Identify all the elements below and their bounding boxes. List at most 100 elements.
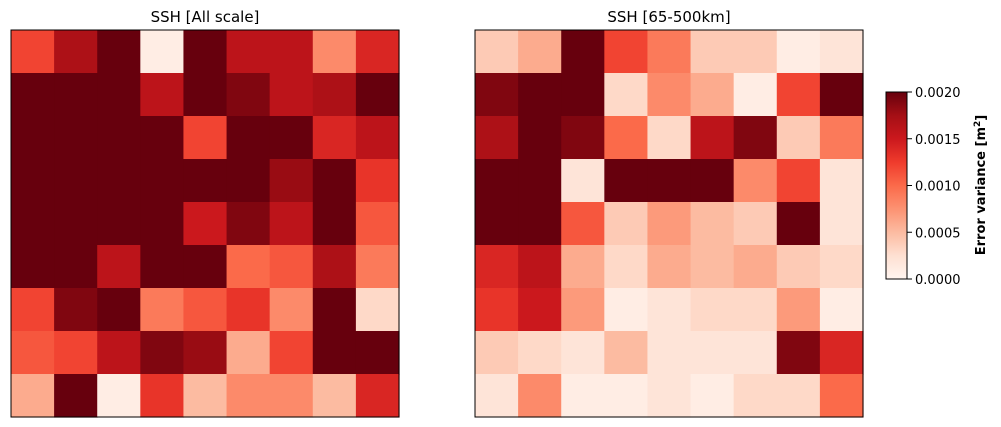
heatmap-cell-all-scale-r3-c7 — [313, 159, 357, 203]
heatmap-cell-65-500km-r1-c4 — [647, 73, 691, 117]
colorbar-label: Error variance [m2] — [973, 115, 989, 255]
heatmap-cell-65-500km-r5-c4 — [647, 245, 691, 289]
heatmap-cell-65-500km-r3-c8 — [820, 159, 864, 203]
heatmap-cell-65-500km-r1-c6 — [734, 73, 778, 117]
heatmap-cell-65-500km-r4-c1 — [518, 202, 562, 246]
heatmap-cell-65-500km-r1-c2 — [561, 73, 605, 117]
heatmap-cell-all-scale-r5-c0 — [11, 245, 55, 289]
heatmap-cell-all-scale-r1-c4 — [183, 73, 227, 117]
heatmap-cell-65-500km-r0-c0 — [475, 30, 519, 74]
heatmap-cell-65-500km-r3-c4 — [647, 159, 691, 203]
heatmap-cells-65-500km — [475, 30, 864, 418]
heatmap-cell-65-500km-r8-c2 — [561, 374, 605, 418]
heatmap-cell-all-scale-r1-c8 — [356, 73, 400, 117]
panel-title-65-500km: SSH [65-500km] — [607, 8, 730, 26]
heatmap-cell-all-scale-r2-c6 — [270, 116, 314, 160]
heatmap-cell-65-500km-r0-c8 — [820, 30, 864, 74]
colorbar-tick-label: 0.0000 — [915, 273, 961, 288]
heatmap-cell-all-scale-r6-c7 — [313, 288, 357, 332]
heatmap-cell-65-500km-r4-c5 — [691, 202, 735, 246]
heatmap-cell-65-500km-r0-c3 — [604, 30, 648, 74]
heatmap-cell-65-500km-r2-c7 — [777, 116, 821, 160]
heatmap-cell-all-scale-r6-c0 — [11, 288, 55, 332]
heatmap-cell-65-500km-r8-c3 — [604, 374, 648, 418]
colorbar-tick-label: 0.0010 — [915, 180, 961, 195]
heatmap-cell-65-500km-r8-c6 — [734, 374, 778, 418]
heatmap-cell-all-scale-r4-c5 — [227, 202, 271, 246]
heatmap-cell-65-500km-r0-c6 — [734, 30, 778, 74]
heatmap-cell-all-scale-r6-c5 — [227, 288, 271, 332]
heatmap-cell-all-scale-r0-c0 — [11, 30, 55, 74]
heatmap-cell-all-scale-r6-c1 — [54, 288, 98, 332]
heatmap-cell-65-500km-r6-c8 — [820, 288, 864, 332]
heatmap-cell-65-500km-r0-c2 — [561, 30, 605, 74]
heatmap-cell-all-scale-r7-c8 — [356, 331, 400, 375]
heatmap-cell-65-500km-r8-c5 — [691, 374, 735, 418]
heatmap-cell-all-scale-r4-c2 — [97, 202, 141, 246]
heatmap-cell-65-500km-r5-c0 — [475, 245, 519, 289]
heatmap-cell-all-scale-r5-c1 — [54, 245, 98, 289]
heatmap-cell-65-500km-r3-c5 — [691, 159, 735, 203]
heatmap-cell-65-500km-r3-c7 — [777, 159, 821, 203]
heatmap-cell-all-scale-r8-c6 — [270, 374, 314, 418]
heatmap-cell-65-500km-r7-c7 — [777, 331, 821, 375]
heatmap-cell-all-scale-r8-c0 — [11, 374, 55, 418]
heatmap-panel-65-500km: SSH [65-500km] — [475, 8, 864, 418]
panel-title-all-scale: SSH [All scale] — [151, 8, 260, 26]
heatmap-cell-65-500km-r7-c0 — [475, 331, 519, 375]
heatmap-cell-all-scale-r3-c4 — [183, 159, 227, 203]
heatmap-cell-all-scale-r0-c6 — [270, 30, 314, 74]
heatmap-cell-all-scale-r6-c3 — [140, 288, 184, 332]
heatmap-cell-65-500km-r2-c6 — [734, 116, 778, 160]
heatmap-cell-all-scale-r1-c2 — [97, 73, 141, 117]
heatmap-cell-all-scale-r5-c2 — [97, 245, 141, 289]
heatmap-cell-all-scale-r4-c3 — [140, 202, 184, 246]
heatmap-cell-all-scale-r7-c2 — [97, 331, 141, 375]
heatmap-cell-65-500km-r2-c1 — [518, 116, 562, 160]
heatmap-cell-all-scale-r8-c7 — [313, 374, 357, 418]
heatmap-cell-all-scale-r6-c4 — [183, 288, 227, 332]
heatmap-cell-65-500km-r6-c2 — [561, 288, 605, 332]
heatmap-cell-all-scale-r2-c1 — [54, 116, 98, 160]
heatmap-cell-65-500km-r4-c0 — [475, 202, 519, 246]
heatmap-cell-65-500km-r1-c0 — [475, 73, 519, 117]
heatmap-cell-65-500km-r8-c4 — [647, 374, 691, 418]
heatmap-cell-65-500km-r4-c4 — [647, 202, 691, 246]
heatmap-cell-all-scale-r3-c8 — [356, 159, 400, 203]
heatmap-cell-65-500km-r6-c3 — [604, 288, 648, 332]
heatmap-cell-65-500km-r1-c3 — [604, 73, 648, 117]
heatmap-cell-all-scale-r5-c7 — [313, 245, 357, 289]
heatmap-cell-all-scale-r5-c4 — [183, 245, 227, 289]
heatmap-cell-all-scale-r4-c7 — [313, 202, 357, 246]
heatmap-cell-all-scale-r5-c3 — [140, 245, 184, 289]
colorbar-tick-label: 0.0020 — [915, 86, 961, 101]
heatmap-cell-all-scale-r0-c7 — [313, 30, 357, 74]
heatmap-cell-65-500km-r2-c4 — [647, 116, 691, 160]
heatmap-cell-65-500km-r4-c8 — [820, 202, 864, 246]
heatmap-cell-all-scale-r1-c3 — [140, 73, 184, 117]
heatmap-cell-all-scale-r2-c4 — [183, 116, 227, 160]
heatmap-cell-65-500km-r1-c1 — [518, 73, 562, 117]
heatmap-cell-65-500km-r6-c1 — [518, 288, 562, 332]
heatmap-cell-all-scale-r7-c1 — [54, 331, 98, 375]
heatmap-cell-all-scale-r7-c5 — [227, 331, 271, 375]
heatmap-cell-all-scale-r2-c2 — [97, 116, 141, 160]
heatmap-cell-all-scale-r1-c1 — [54, 73, 98, 117]
heatmap-cell-65-500km-r6-c7 — [777, 288, 821, 332]
heatmap-cells-all-scale — [11, 30, 400, 418]
heatmap-cell-65-500km-r1-c5 — [691, 73, 735, 117]
heatmap-cell-all-scale-r0-c3 — [140, 30, 184, 74]
heatmap-cell-65-500km-r2-c0 — [475, 116, 519, 160]
colorbar-gradient — [886, 92, 907, 279]
heatmap-cell-all-scale-r2-c3 — [140, 116, 184, 160]
heatmap-cell-all-scale-r4-c0 — [11, 202, 55, 246]
heatmap-panel-all-scale: SSH [All scale] — [11, 8, 400, 418]
heatmap-cell-all-scale-r0-c4 — [183, 30, 227, 74]
heatmap-cell-65-500km-r1-c8 — [820, 73, 864, 117]
heatmap-cell-65-500km-r7-c6 — [734, 331, 778, 375]
heatmap-cell-65-500km-r3-c0 — [475, 159, 519, 203]
heatmap-cell-all-scale-r5-c8 — [356, 245, 400, 289]
heatmap-cell-all-scale-r4-c4 — [183, 202, 227, 246]
heatmap-cell-65-500km-r7-c8 — [820, 331, 864, 375]
heatmap-cell-65-500km-r0-c7 — [777, 30, 821, 74]
